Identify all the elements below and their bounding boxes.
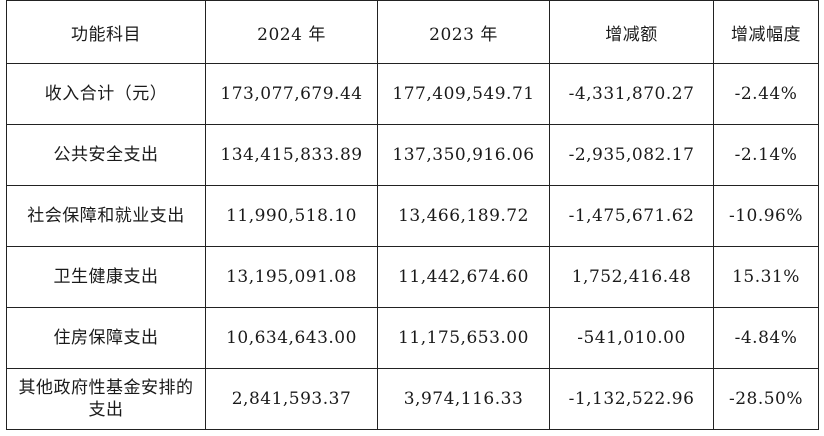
table-header-row: 功能科目 2024 年 2023 年 增减额 增减幅度 <box>6 0 819 64</box>
cell-2023: 177,409,549.71 <box>377 63 550 125</box>
cell-2023: 11,442,674.60 <box>377 246 550 308</box>
cell-2024: 173,077,679.44 <box>205 63 378 125</box>
row-category: 社会保障和就业支出 <box>6 185 206 247</box>
cell-change-rate: -28.50% <box>713 368 819 430</box>
row-category: 公共安全支出 <box>6 124 206 186</box>
cell-2023: 11,175,653.00 <box>377 307 550 369</box>
cell-2024: 11,990,518.10 <box>205 185 378 247</box>
cell-2023: 3,974,116.33 <box>377 368 550 430</box>
header-2023: 2023 年 <box>377 0 550 64</box>
header-change-rate: 增减幅度 <box>713 0 819 64</box>
cell-2024: 134,415,833.89 <box>205 124 378 186</box>
cell-change-rate: -4.84% <box>713 307 819 369</box>
cell-2023: 137,350,916.06 <box>377 124 550 186</box>
cell-change-amount: -1,475,671.62 <box>549 185 714 247</box>
cell-change-rate: -2.44% <box>713 63 819 125</box>
cell-change-amount: -4,331,870.27 <box>549 63 714 125</box>
table-row: 公共安全支出 134,415,833.89 137,350,916.06 -2,… <box>6 124 819 186</box>
cell-change-amount: -1,132,522.96 <box>549 368 714 430</box>
cell-2024: 10,634,643.00 <box>205 307 378 369</box>
table-row: 卫生健康支出 13,195,091.08 11,442,674.60 1,752… <box>6 246 819 308</box>
row-category: 住房保障支出 <box>6 307 206 369</box>
row-category: 收入合计（元） <box>6 63 206 125</box>
cell-change-rate: -10.96% <box>713 185 819 247</box>
row-category: 其他政府性基金安排的支出 <box>6 368 206 430</box>
cell-change-rate: -2.14% <box>713 124 819 186</box>
cell-change-amount: 1,752,416.48 <box>549 246 714 308</box>
cell-2023: 13,466,189.72 <box>377 185 550 247</box>
header-2024: 2024 年 <box>205 0 378 64</box>
table-row: 社会保障和就业支出 11,990,518.10 13,466,189.72 -1… <box>6 185 819 247</box>
cell-change-amount: -2,935,082.17 <box>549 124 714 186</box>
cell-change-rate: 15.31% <box>713 246 819 308</box>
cell-change-amount: -541,010.00 <box>549 307 714 369</box>
table-row: 其他政府性基金安排的支出 2,841,593.37 3,974,116.33 -… <box>6 368 819 430</box>
cell-2024: 2,841,593.37 <box>205 368 378 430</box>
header-change-amount: 增减额 <box>549 0 714 64</box>
header-category: 功能科目 <box>6 0 206 64</box>
table-row: 住房保障支出 10,634,643.00 11,175,653.00 -541,… <box>6 307 819 369</box>
table-row: 收入合计（元） 173,077,679.44 177,409,549.71 -4… <box>6 63 819 125</box>
row-category: 卫生健康支出 <box>6 246 206 308</box>
cell-2024: 13,195,091.08 <box>205 246 378 308</box>
budget-table: 功能科目 2024 年 2023 年 增减额 增减幅度 收入合计（元） 173,… <box>6 0 819 430</box>
